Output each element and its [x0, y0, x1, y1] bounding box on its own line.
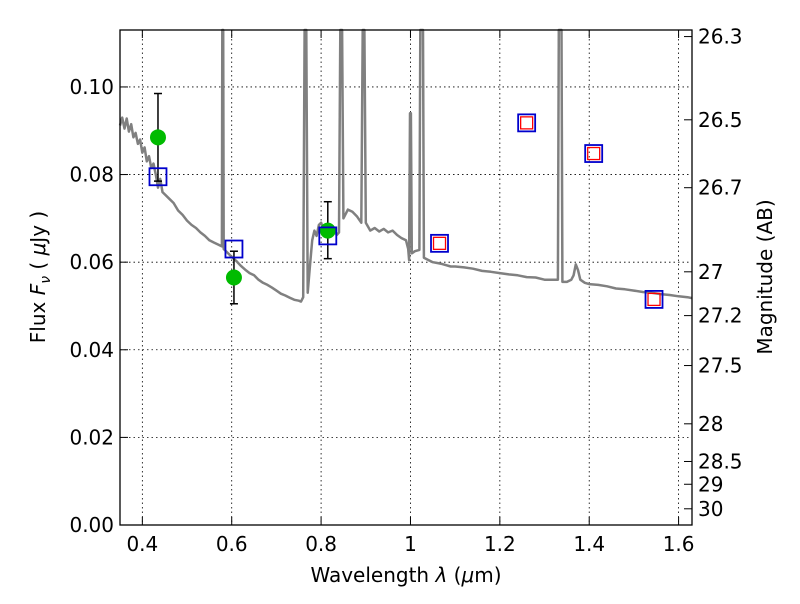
model-point — [644, 290, 664, 309]
y2-tick-label: 26.3 — [698, 25, 743, 49]
x-tick-label: 1.6 — [663, 532, 695, 556]
model-point — [148, 167, 168, 187]
y-tick-label: 0.02 — [69, 425, 114, 449]
red-point — [647, 292, 661, 307]
model-point — [224, 239, 244, 259]
y-axis-label: Flux Fν ( μJy ) — [26, 211, 54, 343]
y2-tick-label: 28.5 — [698, 449, 743, 473]
x-tick-label: 1 — [404, 532, 417, 556]
y-tick-label: 0.08 — [69, 163, 114, 187]
red-point — [587, 146, 601, 161]
x-axis-ticks: 0.4 0.6 0.8 1 1.2 1.4 1.6 — [126, 30, 695, 556]
observed-point — [149, 129, 166, 146]
red-point — [432, 236, 447, 250]
x-tick-label: 0.6 — [216, 532, 248, 556]
y2-tick-label: 26.7 — [698, 176, 743, 200]
model-points — [148, 113, 664, 309]
x-tick-label: 0.8 — [305, 532, 337, 556]
grid-lines — [120, 30, 692, 526]
model-point — [318, 226, 338, 246]
y-tick-label: 0.10 — [69, 75, 114, 99]
y-tick-label: 0.04 — [69, 338, 114, 362]
sed-model-layer — [118, 28, 693, 303]
x-tick-label: 1.2 — [484, 532, 516, 556]
x-tick-label: 0.4 — [126, 532, 158, 556]
x-axis-label: Wavelength λ (μm) — [310, 563, 501, 587]
y2-tick-label: 26.5 — [698, 108, 743, 132]
y-axis-ticks: 0.00 0.02 0.04 0.06 0.08 0.10 — [69, 75, 128, 537]
x-tick-label: 1.4 — [573, 532, 605, 556]
y-tick-label: 0.06 — [69, 250, 114, 274]
model-point — [517, 113, 537, 133]
observed-point — [319, 222, 336, 239]
red-point — [520, 116, 534, 130]
y2-tick-label: 27 — [698, 260, 723, 284]
y2-axis-label: Magnitude (AB) — [753, 199, 777, 354]
y2-tick-label: 28 — [698, 412, 723, 436]
model-point — [584, 144, 604, 163]
y2-tick-label: 27.5 — [698, 354, 743, 378]
y-tick-label: 0.00 — [69, 513, 114, 537]
observed-point — [225, 269, 242, 286]
model-point — [430, 233, 449, 253]
y2-tick-label: 30 — [698, 497, 723, 521]
red-points — [432, 116, 661, 307]
sed-model-line — [118, 28, 693, 303]
y2-tick-label: 29 — [698, 472, 723, 496]
plot-frame — [119, 29, 693, 526]
y2-tick-label: 27.2 — [698, 304, 743, 328]
